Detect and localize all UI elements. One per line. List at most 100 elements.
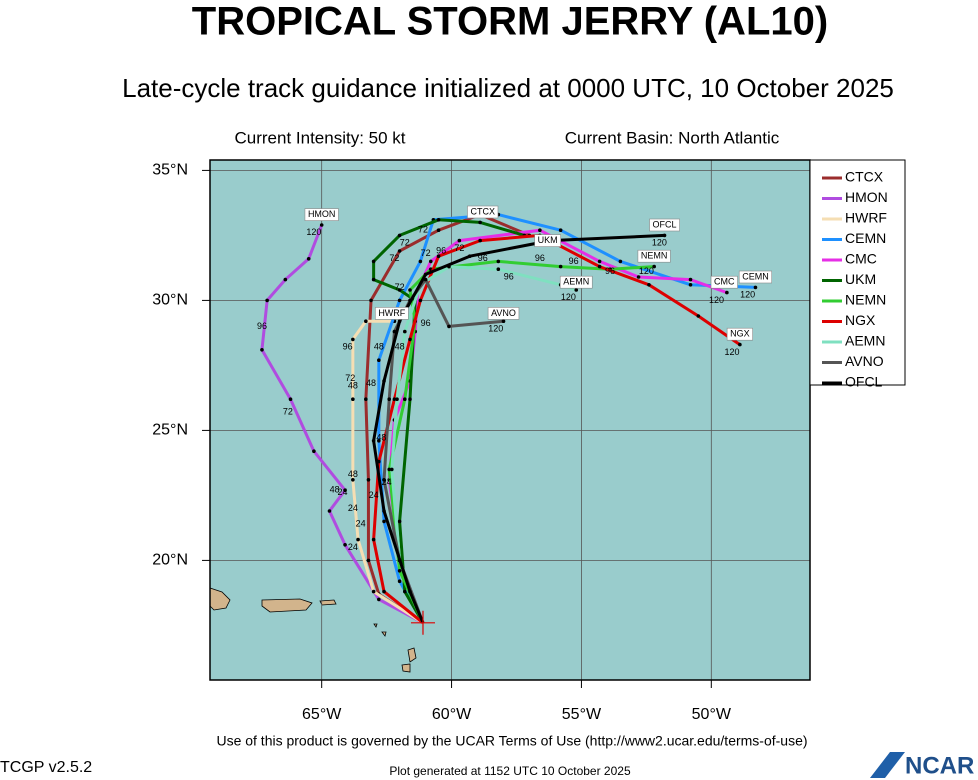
legend-label: AVNO xyxy=(845,353,884,369)
legend-label: HWRF xyxy=(845,210,887,226)
model-label-box xyxy=(710,275,738,289)
model-label: NGX xyxy=(730,329,750,339)
track-point xyxy=(392,397,397,402)
model-label-box xyxy=(375,307,409,320)
legend-label: CMC xyxy=(845,251,877,267)
legend-label: AEMN xyxy=(845,333,885,349)
track-point xyxy=(306,257,311,261)
model-label: HMON xyxy=(308,209,336,219)
track-point xyxy=(647,283,651,287)
model-label: AVNO xyxy=(491,308,516,318)
hour-label: 24 xyxy=(348,503,358,513)
hour-label: 96 xyxy=(257,321,267,331)
track-point xyxy=(377,597,381,602)
model-label: HWRF xyxy=(378,308,405,318)
track-point xyxy=(364,397,368,402)
hour-label: 48 xyxy=(374,342,384,352)
logo: NCAR xyxy=(905,752,974,779)
track-point xyxy=(418,298,423,303)
hour-label: 120 xyxy=(639,266,654,276)
track-point xyxy=(364,319,368,324)
track-point xyxy=(366,478,371,482)
hour-label: 72 xyxy=(421,248,431,258)
hour-label: 120 xyxy=(725,347,740,357)
hour-label: 96 xyxy=(343,342,353,352)
hour-label: 72 xyxy=(400,238,410,248)
lat-label: 25°N xyxy=(152,422,188,439)
model-label: NEMN xyxy=(641,251,668,261)
legend-label: NGX xyxy=(845,312,876,328)
track xyxy=(351,319,424,625)
lat-label: 20°N xyxy=(152,552,188,569)
track-point xyxy=(382,589,386,594)
legend-label: CTCX xyxy=(845,169,884,185)
track-point xyxy=(319,223,324,227)
track-point xyxy=(397,569,402,573)
track-point xyxy=(436,254,441,258)
hour-label: 120 xyxy=(561,292,576,302)
terms: Use of this product is governed by the U… xyxy=(216,733,807,749)
track-point xyxy=(688,283,693,287)
model-label-box xyxy=(487,307,520,320)
track-point xyxy=(283,277,288,282)
track-point xyxy=(351,478,355,482)
track-point xyxy=(457,238,462,243)
track-point xyxy=(366,558,371,563)
track-point xyxy=(403,589,407,594)
hour-label: 48 xyxy=(330,485,340,495)
map-frame xyxy=(209,159,811,681)
hour-label: 72 xyxy=(395,282,405,292)
track-point xyxy=(423,272,428,277)
track-point xyxy=(558,264,563,269)
track-point xyxy=(397,288,402,292)
track-point xyxy=(397,579,402,583)
legend-label: HMON xyxy=(845,189,888,205)
track-point xyxy=(371,589,376,594)
lon-label: 50°W xyxy=(692,706,732,723)
subtitle: Late-cycle track guidance initialized at… xyxy=(122,73,894,103)
track-point xyxy=(382,509,386,513)
model-label-box xyxy=(738,270,773,284)
track-point xyxy=(371,259,376,264)
track-point xyxy=(696,314,701,318)
track-point xyxy=(436,218,441,222)
track-point xyxy=(377,439,381,443)
hour-label: 72 xyxy=(389,253,399,263)
hour-label: 96 xyxy=(535,253,545,263)
hour-label: 96 xyxy=(436,245,446,255)
track-point xyxy=(371,277,376,282)
hour-label: 24 xyxy=(348,542,358,552)
model-label-box xyxy=(637,249,671,263)
track-point xyxy=(371,439,376,443)
model-label: CEMN xyxy=(742,271,769,281)
version: TCGP v2.5.2 xyxy=(0,759,92,776)
legend-label: UKM xyxy=(845,271,876,287)
track-point xyxy=(408,337,412,342)
model-label: CTCX xyxy=(470,206,495,216)
track xyxy=(260,224,424,625)
lat-label: 30°N xyxy=(152,292,188,309)
track-point xyxy=(397,319,402,324)
track-point xyxy=(390,467,394,472)
track-point xyxy=(597,259,602,264)
track-point xyxy=(597,264,602,269)
hour-label: 72 xyxy=(418,225,428,235)
track-point xyxy=(371,537,376,542)
ocean xyxy=(210,160,810,680)
track-point xyxy=(408,288,412,292)
hour-label: 72 xyxy=(283,407,293,417)
track-point xyxy=(501,319,506,324)
track-point xyxy=(618,259,623,264)
legend-label: CEMN xyxy=(845,230,886,246)
hour-label: 120 xyxy=(488,323,503,333)
track-point xyxy=(327,509,332,513)
lat-label: 35°N xyxy=(152,162,188,179)
hour-label: 96 xyxy=(605,266,615,276)
lon-label: 55°W xyxy=(562,706,602,723)
generated: Plot generated at 1152 UTC 10 October 20… xyxy=(389,764,631,778)
model-label-box xyxy=(726,327,753,341)
hour-label: 120 xyxy=(306,227,321,237)
track-point xyxy=(738,342,742,347)
hour-label: 48 xyxy=(348,469,358,479)
